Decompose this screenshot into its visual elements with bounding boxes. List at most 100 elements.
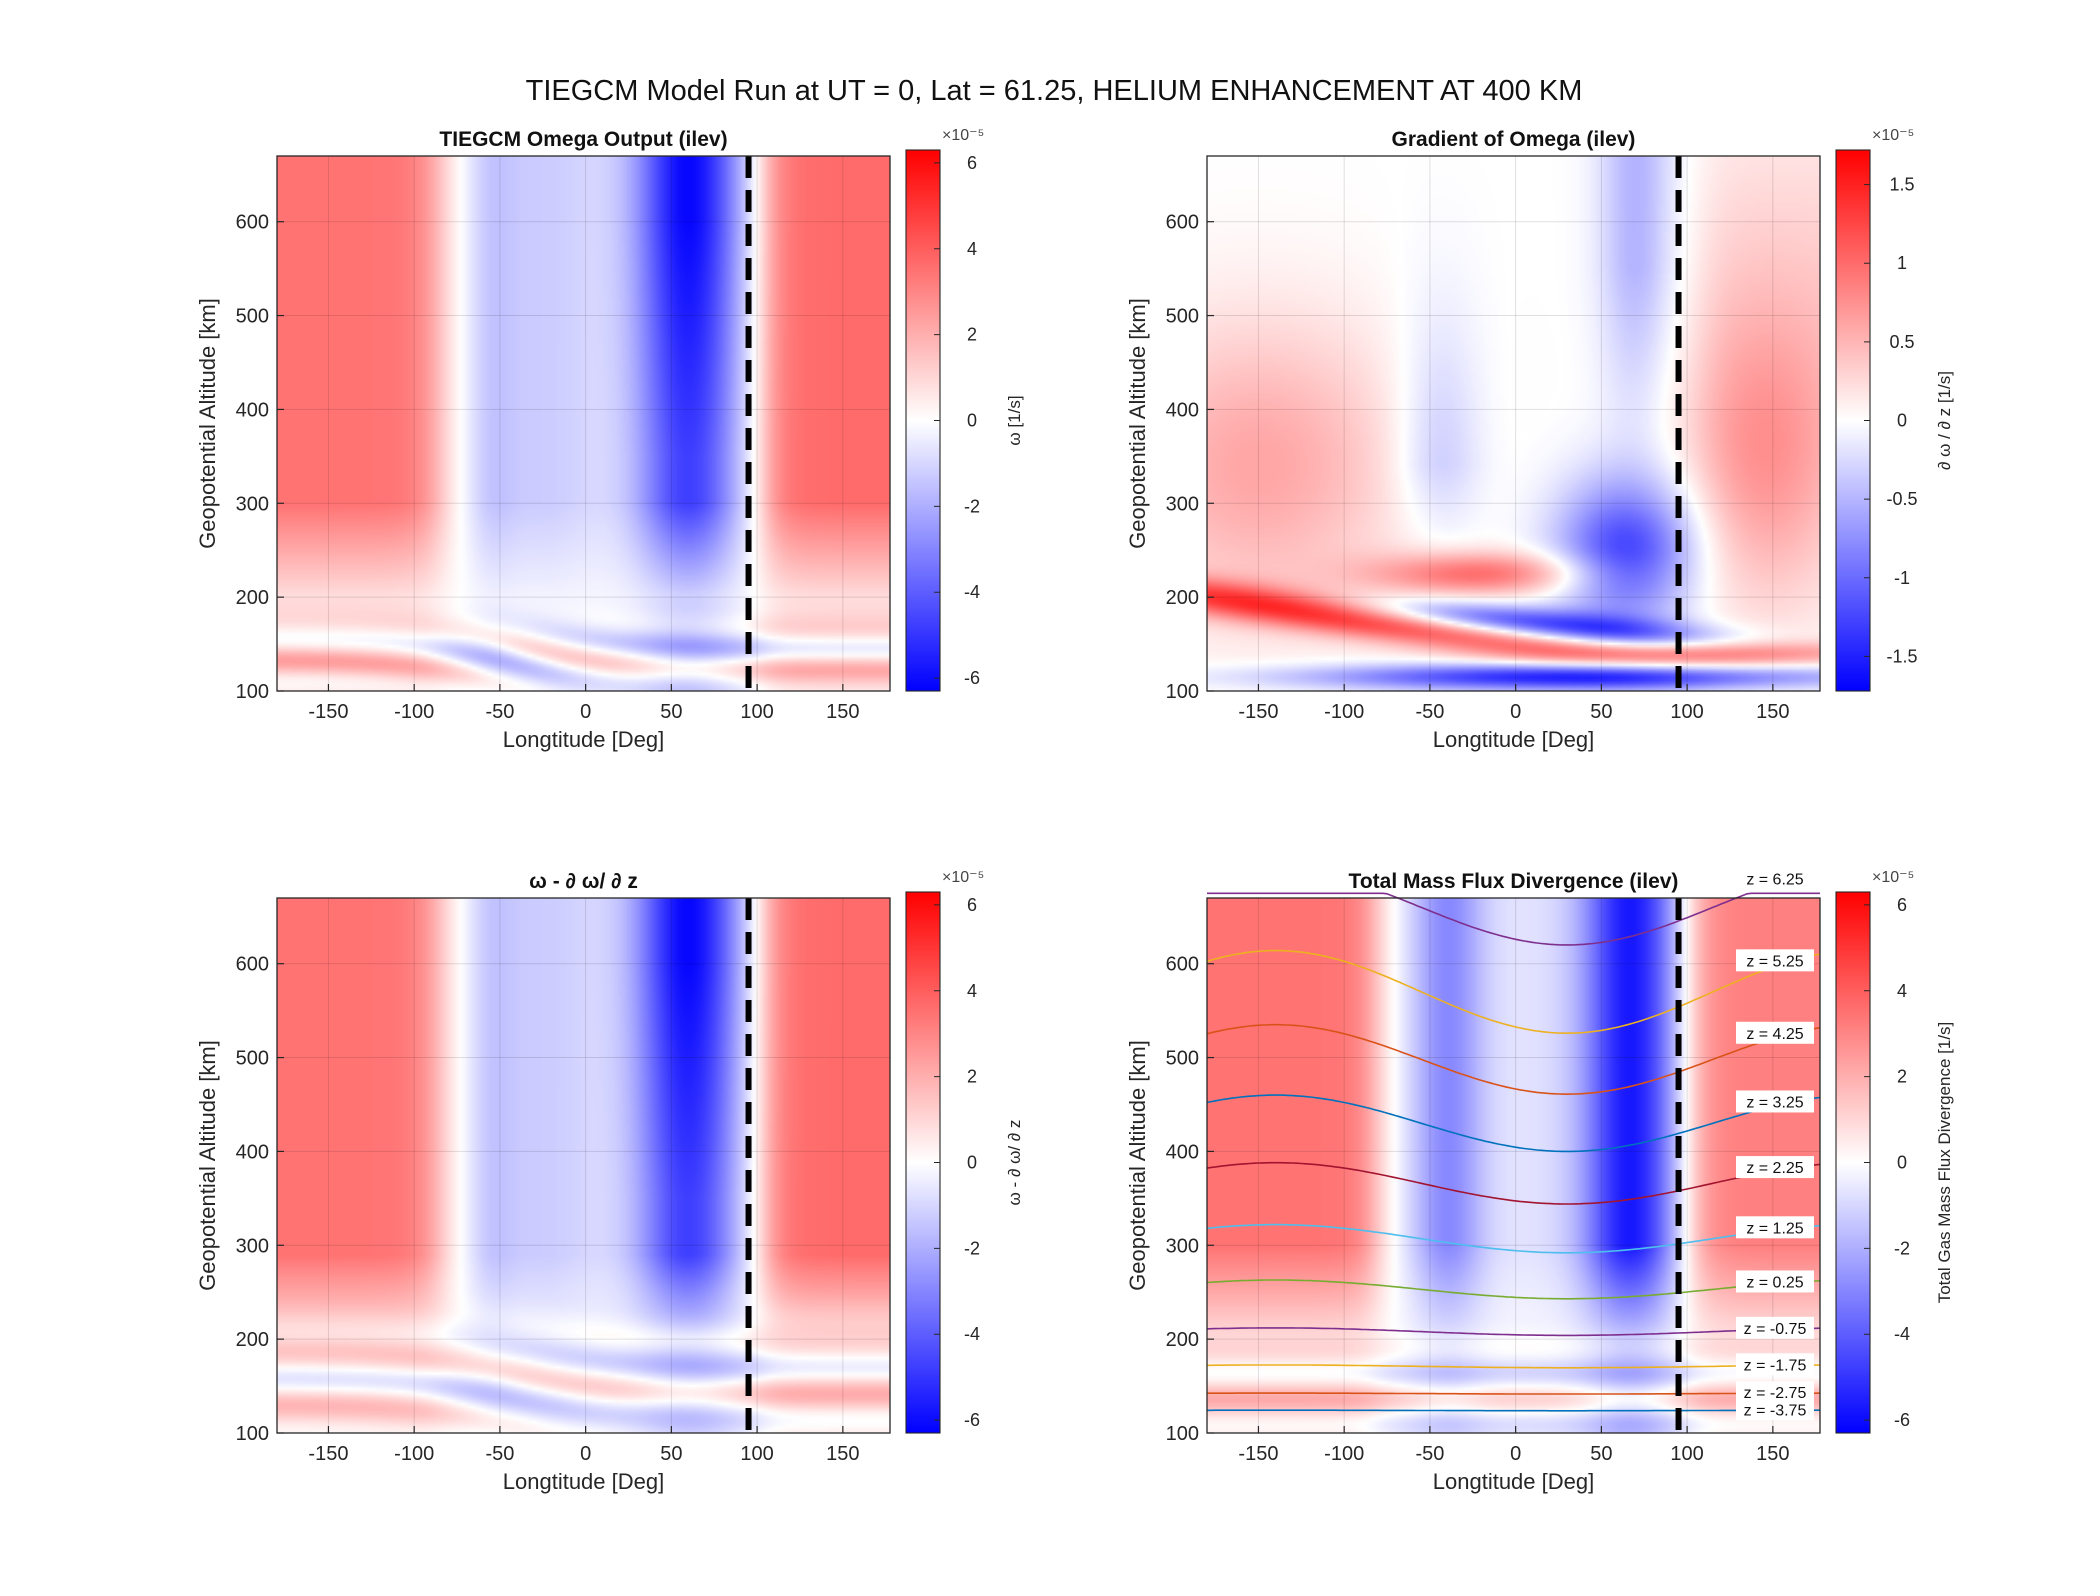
contour-label: z = 6.25 (1746, 872, 1803, 889)
contour-line (1206, 1094, 1821, 1153)
contour-line (1206, 1023, 1821, 1096)
contour-line (1207, 1409, 1820, 1412)
contour-label: z = 2.25 (1746, 1160, 1803, 1177)
colorbar-exponent: ×10⁻⁵ (942, 869, 984, 886)
x-tick-label: -100 (1324, 701, 1364, 723)
panel-massflux: z = 6.25 z = 5.25 z = 4.25 z = 3.25 z = 2.25… (1125, 867, 1954, 1494)
x-tick-label: 50 (1590, 1443, 1612, 1465)
colorbar-tick-label: -6 (1894, 1410, 1910, 1430)
y-tick-label: 200 (236, 1329, 269, 1351)
x-tick-label: -50 (1415, 701, 1444, 723)
colorbar-tick-label: 1.5 (1889, 175, 1914, 195)
x-tick-label: -100 (394, 701, 434, 723)
y-tick-label: 300 (1166, 1235, 1199, 1257)
contour-label-box (1736, 1216, 1814, 1239)
colorbar-exponent: ×10⁻⁵ (1872, 127, 1914, 144)
contour-label-box (1736, 1398, 1814, 1421)
colorbar-label: Total Gas Mass Flux Divergence [1/s] (1935, 1022, 1954, 1304)
panel-diff: -150 -100 -50 0 50 100 150 100 200 300 400 500 600 ω … (195, 869, 1024, 1494)
x-tick-label: 150 (826, 1443, 859, 1465)
colorbar-tick-label: 4 (967, 981, 977, 1001)
colorbar: -6 -4 -2 0 2 4 6 ×10⁻⁵ ω [1/s] (905, 127, 1024, 692)
contour-label-box (1736, 1381, 1814, 1404)
colorbar-label: ω - ∂ ω/ ∂ z (1005, 1120, 1024, 1206)
y-tick-label: 100 (236, 1423, 269, 1445)
heatmap-omega (277, 156, 890, 691)
heatmap-diff (277, 898, 890, 1433)
contour-label: z = -0.75 (1744, 1321, 1807, 1338)
x-tick-label: -150 (308, 701, 348, 723)
colorbar-tick-label: -4 (1894, 1324, 1910, 1344)
contour-line (1206, 949, 1821, 1035)
y-axis-label: Geopotential Altitude [km] (1125, 1040, 1150, 1291)
y-tick-label: 100 (1166, 1423, 1199, 1445)
y-tick-label: 400 (1166, 1141, 1199, 1163)
x-tick-label: 100 (740, 701, 773, 723)
x-tick-label: 50 (660, 701, 682, 723)
contour-label: z = 3.25 (1746, 1094, 1803, 1111)
contour-line (1206, 1161, 1821, 1205)
colorbar-exponent: ×10⁻⁵ (1872, 869, 1914, 886)
contour-label: z = -1.75 (1744, 1357, 1807, 1374)
y-tick-label: 500 (236, 306, 269, 328)
heatmap-massflux (1207, 898, 1820, 1433)
y-tick-label: 600 (236, 954, 269, 976)
y-tick-label: 300 (1166, 493, 1199, 515)
y-tick-label: 400 (1166, 399, 1199, 421)
contour-line (1206, 1327, 1821, 1337)
axes-box (1206, 155, 1821, 692)
colorbar-tick-label: 0.5 (1889, 332, 1914, 352)
y-tick-label: 600 (1166, 212, 1199, 234)
x-tick-label: -50 (1415, 1443, 1444, 1465)
colorbar-tick-label: 6 (967, 895, 977, 915)
contour-label: z = 4.25 (1746, 1026, 1803, 1043)
figure-suptitle: TIEGCM Model Run at UT = 0, Lat = 61.25,… (526, 75, 1583, 107)
contour-label: z = 5.25 (1746, 953, 1803, 970)
x-tick-label: 0 (1510, 701, 1521, 723)
colorbar-tick-label: 2 (1897, 1067, 1907, 1087)
colorbar-label: ω [1/s] (1005, 395, 1024, 445)
x-tick-label: 150 (1756, 1443, 1789, 1465)
panel-title: Total Mass Flux Divergence (ilev) (1349, 870, 1679, 893)
y-tick-label: 300 (236, 1235, 269, 1257)
x-tick-label: 0 (580, 1443, 591, 1465)
y-tick-label: 500 (1166, 1048, 1199, 1070)
y-tick-label: 500 (236, 1048, 269, 1070)
contour-label: z = -3.75 (1744, 1402, 1807, 1419)
contour-label-box (1736, 949, 1814, 972)
colorbar-tick-label: 4 (967, 239, 977, 259)
x-axis-label: Longtitude [Deg] (503, 1469, 664, 1494)
panel-title: Gradient of Omega (ilev) (1392, 128, 1636, 151)
x-axis-label: Longtitude [Deg] (503, 727, 664, 752)
x-tick-label: 100 (1670, 1443, 1703, 1465)
colorbar-tick-label: -6 (964, 1410, 980, 1430)
x-tick-label: -100 (394, 1443, 434, 1465)
colorbar-tick-label: 0 (1897, 1153, 1907, 1173)
x-tick-label: 0 (580, 701, 591, 723)
y-tick-label: 200 (236, 587, 269, 609)
panel-title: TIEGCM Omega Output (ilev) (439, 128, 727, 151)
contour-label-box (1736, 1270, 1814, 1293)
contour-line (1207, 1392, 1821, 1395)
x-tick-label: -150 (1238, 1443, 1278, 1465)
y-tick-label: 300 (236, 493, 269, 515)
colorbar: -6 -4 -2 0 2 4 6 ×10⁻⁵ Total Gas Mass Flux Diver… (1835, 869, 1954, 1434)
colorbar-tick-label: 0 (1897, 411, 1907, 431)
y-tick-label: 400 (236, 1141, 269, 1163)
colorbar-tick-label: -2 (964, 1238, 980, 1258)
y-tick-label: 600 (236, 212, 269, 234)
y-axis-label: Geopotential Altitude [km] (1125, 298, 1150, 549)
x-tick-label: -100 (1324, 1443, 1364, 1465)
contour-label-box (1736, 1353, 1814, 1376)
x-tick-label: 150 (1756, 701, 1789, 723)
contour-line (1206, 1279, 1821, 1300)
y-tick-label: 400 (236, 399, 269, 421)
x-tick-label: 50 (660, 1443, 682, 1465)
contour-label-box (1736, 1021, 1814, 1044)
axes-box (276, 897, 891, 1434)
y-tick-label: 500 (1166, 306, 1199, 328)
colorbar-tick-label: -0.5 (1886, 489, 1917, 509)
x-axis-label: Longtitude [Deg] (1433, 727, 1594, 752)
x-tick-label: -150 (308, 1443, 348, 1465)
